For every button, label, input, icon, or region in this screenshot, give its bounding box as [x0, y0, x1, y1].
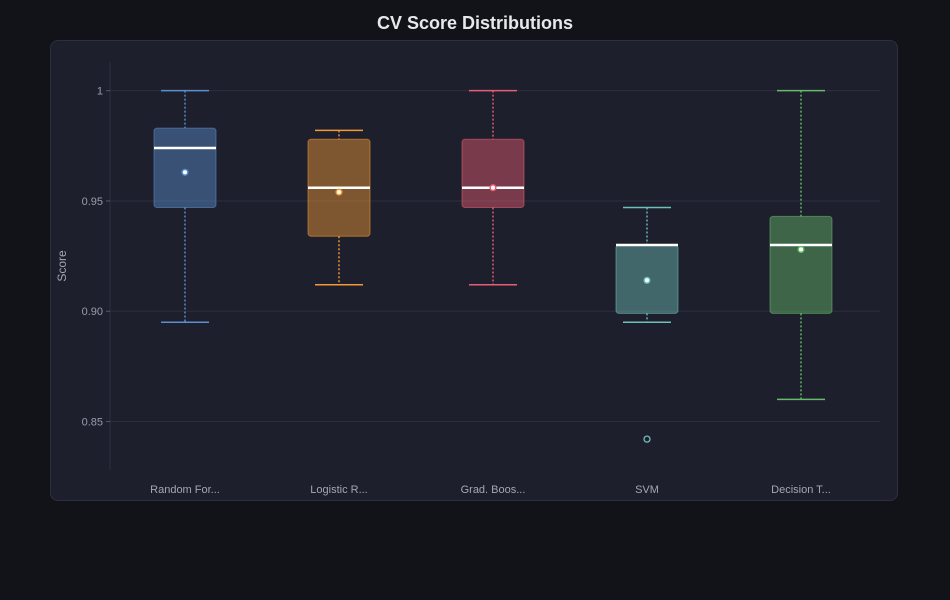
outlier-point	[643, 435, 651, 443]
chart-title: CV Score Distributions	[376, 13, 574, 33]
mean-marker	[797, 245, 805, 254]
y-tick-label: 0.95	[82, 196, 103, 208]
y-tick-label: 1	[97, 86, 103, 98]
chart-panel	[50, 40, 898, 501]
x-category-label: Logistic R...	[310, 484, 367, 496]
mean-marker	[489, 184, 497, 192]
box-group	[769, 89, 833, 401]
y-axis-title: Score	[55, 250, 69, 282]
box-group	[307, 129, 371, 286]
box-iqr	[769, 215, 833, 314]
mean-marker	[335, 188, 343, 196]
box-iqr	[153, 127, 217, 209]
box-group	[461, 89, 525, 286]
x-category-label: Decision T...	[771, 484, 831, 496]
box-iqr	[461, 138, 525, 209]
box-group	[615, 206, 679, 443]
mean-marker	[181, 168, 189, 176]
x-category-label: SVM	[635, 484, 659, 496]
y-tick-label: 0.85	[82, 416, 103, 428]
x-category-label: Grad. Boos...	[461, 484, 526, 496]
y-tick-label: 0.90	[82, 306, 103, 318]
x-category-label: Random For...	[150, 484, 220, 496]
mean-marker	[643, 276, 651, 284]
box-group	[153, 89, 217, 323]
